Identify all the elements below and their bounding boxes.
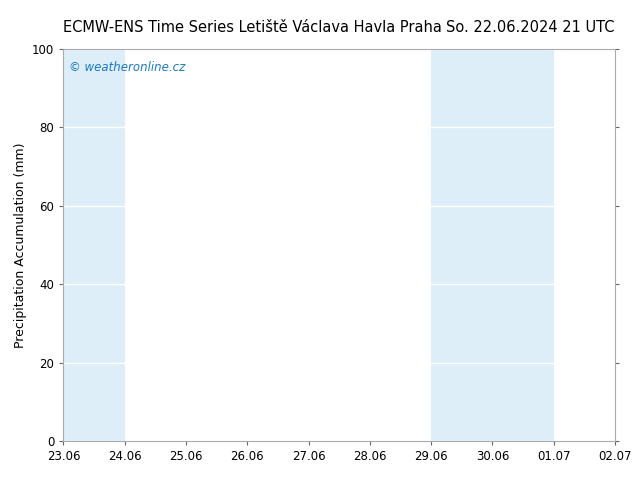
Text: © weatheronline.cz: © weatheronline.cz	[69, 61, 185, 74]
Bar	[63, 49, 125, 441]
Text: ECMW-ENS Time Series Letiště Václava Havla Praha: ECMW-ENS Time Series Letiště Václava Hav…	[63, 20, 443, 35]
Bar	[615, 49, 634, 441]
Y-axis label: Precipitation Accumulation (mm): Precipitation Accumulation (mm)	[13, 142, 27, 348]
Bar	[431, 49, 553, 441]
Text: So. 22.06.2024 21 UTC: So. 22.06.2024 21 UTC	[446, 20, 615, 35]
